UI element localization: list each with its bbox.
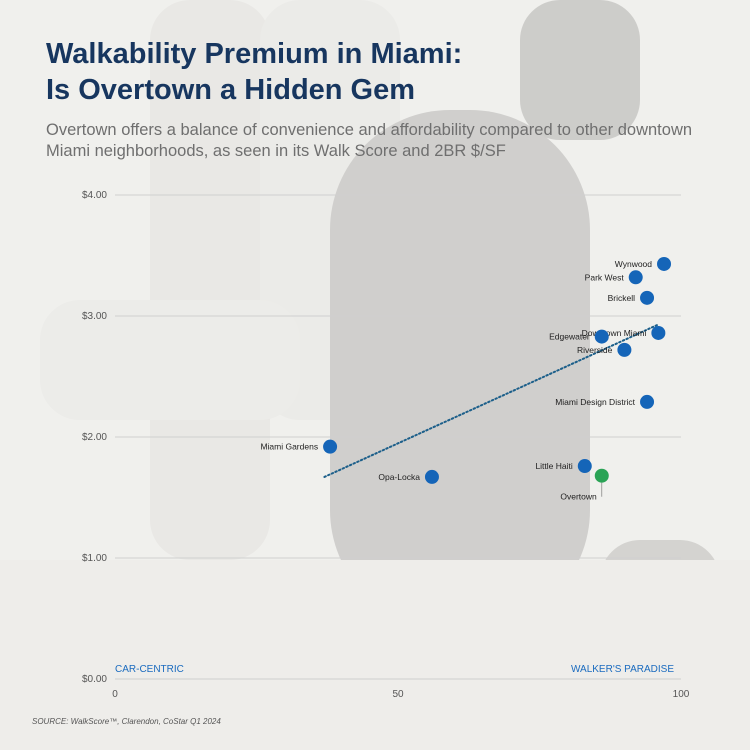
y-tick-label: $2.00 bbox=[82, 432, 107, 443]
data-point-label: Brickell bbox=[608, 293, 636, 303]
data-point bbox=[640, 290, 655, 305]
source-note: SOURCE: WalkScore™, Clarendon, CoStar Q1… bbox=[32, 717, 221, 726]
data-point-highlight bbox=[594, 468, 609, 483]
data-point-label: Opa-Locka bbox=[378, 472, 420, 482]
chart-subtitle: Overtown offers a balance of convenience… bbox=[46, 121, 693, 160]
data-point bbox=[640, 394, 655, 409]
data-point-label: Edgewater bbox=[549, 332, 590, 342]
data-point-label: Downtown Miami bbox=[582, 328, 647, 338]
y-tick-label: $4.00 bbox=[82, 190, 107, 201]
data-point-label: Miami Design District bbox=[555, 397, 635, 407]
x-tick-label: 0 bbox=[112, 689, 118, 700]
trendline bbox=[323, 323, 660, 478]
data-point-label: Overtown bbox=[560, 492, 597, 502]
title-line-2: Is Overtown a Hidden Gem bbox=[46, 74, 416, 106]
data-point-label: Little Haiti bbox=[535, 461, 572, 471]
y-tick-label: $3.00 bbox=[82, 311, 107, 322]
data-point-label: Riverside bbox=[577, 345, 613, 355]
chart-title: Walkability Premium in Miami: Is Overtow… bbox=[46, 36, 706, 108]
y-tick-label: $1.00 bbox=[82, 553, 107, 564]
data-point bbox=[617, 342, 632, 357]
data-point bbox=[594, 329, 609, 344]
axis-annotation-car-centric: CAR-CENTRIC bbox=[115, 664, 184, 675]
x-tick-label: 100 bbox=[673, 689, 690, 700]
data-point bbox=[651, 325, 666, 340]
data-point-label: Wynwood bbox=[615, 259, 653, 269]
data-point bbox=[424, 469, 439, 484]
y-tick-label: $0.00 bbox=[82, 674, 107, 685]
x-tick-label: 50 bbox=[392, 689, 404, 700]
data-point-label: Park West bbox=[585, 272, 625, 282]
axis-annotation-walkers-paradise: WALKER'S PARADISE bbox=[571, 664, 674, 675]
data-point bbox=[323, 439, 338, 454]
data-point-label: Miami Gardens bbox=[260, 442, 318, 452]
data-point bbox=[657, 256, 672, 271]
data-point bbox=[628, 270, 643, 285]
data-point bbox=[577, 459, 592, 474]
title-line-1: Walkability Premium in Miami: bbox=[46, 38, 463, 70]
